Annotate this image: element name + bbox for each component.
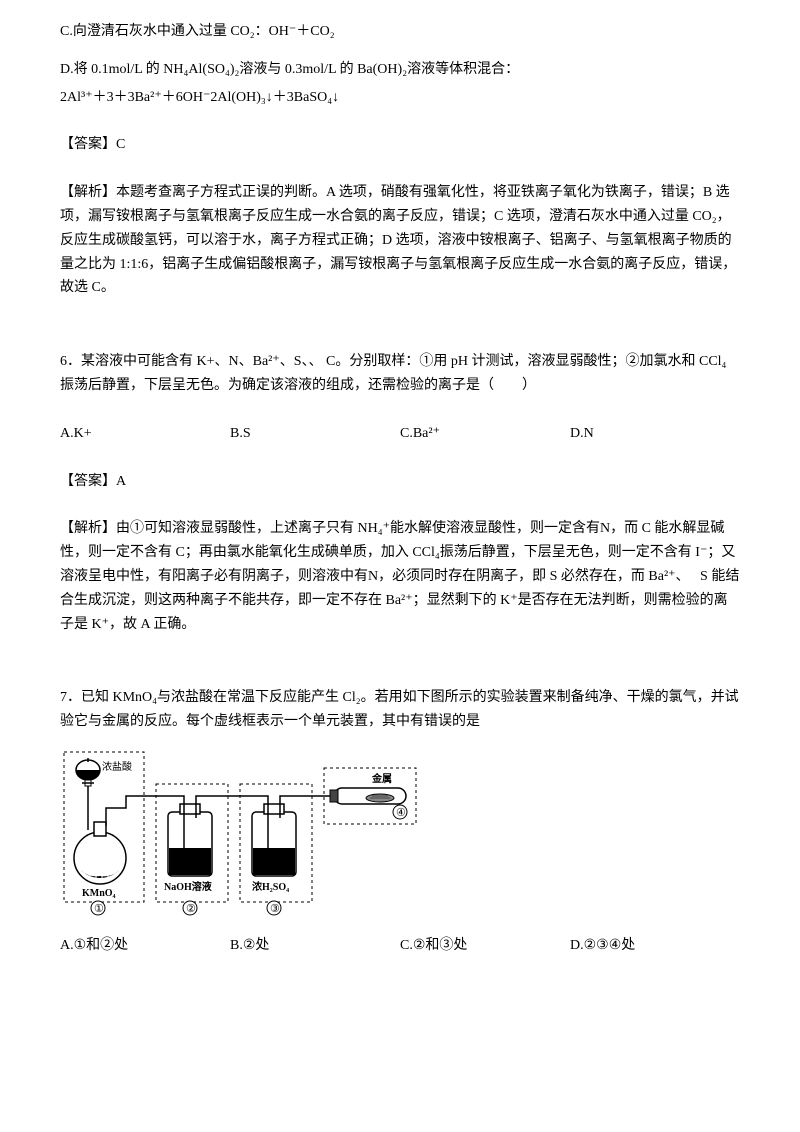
label-h2so4: 浓H₂SO₄: [252, 880, 289, 893]
num-3: ③: [270, 903, 280, 915]
q7-option-c: C.②和③处: [400, 934, 570, 958]
num-4: ④: [396, 807, 406, 819]
apparatus-3: [252, 796, 334, 876]
label-acid: 浓盐酸: [102, 760, 132, 773]
q6-option-b: B.S: [230, 422, 400, 446]
apparatus-2: [168, 796, 252, 876]
q7-option-d: D.②③④处: [570, 934, 740, 958]
apparatus-svg: 浓盐酸 KMnO₄ NaOH溶液 浓H₂SO₄: [60, 748, 420, 918]
q6-option-c: C.Ba²⁺: [400, 422, 570, 446]
q6-stem: 6．某溶液中可能含有 K+、N、Ba²⁺、S、、 C。分别取样：①用 pH 计测…: [60, 350, 740, 398]
num-1: ①: [94, 903, 104, 915]
q7-diagram: 浓盐酸 KMnO₄ NaOH溶液 浓H₂SO₄: [60, 748, 420, 918]
q6-option-a: A.K+: [60, 422, 230, 446]
q5-option-d-line2: 2Al³⁺＋3＋3Ba²⁺＋6OH⁻2Al(OH)₃↓＋3BaSO₄↓: [60, 86, 740, 110]
q7-stem: 7．已知 KMnO₄与浓盐酸在常温下反应能产生 Cl₂。若用如下图所示的实验装置…: [60, 686, 740, 734]
q5-answer: 【答案】C: [60, 133, 740, 157]
q5-option-c: C.向澄清石灰水中通入过量 CO₂：OH⁻＋CO₂: [60, 20, 740, 44]
q6-option-d: D.N: [570, 422, 740, 446]
label-naoh: NaOH溶液: [164, 880, 212, 893]
q7-options: A.①和②处 B.②处 C.②和③处 D.②③④处: [60, 934, 740, 958]
apparatus-4: [330, 788, 406, 804]
q5-option-d-line1: D.将 0.1mol/L 的 NH₄Al(SO₄)₂溶液与 0.3mol/L 的…: [60, 58, 740, 82]
label-kmno4: KMnO₄: [82, 888, 116, 899]
q6-answer: 【答案】A: [60, 470, 740, 494]
q6-explanation: 【解析】由①可知溶液显弱酸性，上述离子只有 NH₄⁺能水解使溶液显酸性，则一定含…: [60, 517, 740, 636]
q6-options: A.K+ B.S C.Ba²⁺ D.N: [60, 422, 740, 446]
apparatus-1: [74, 758, 168, 884]
q5-explanation: 【解析】本题考查离子方程式正误的判断。A 选项，硝酸有强氧化性，将亚铁离子氧化为…: [60, 181, 740, 300]
label-metal: 金属: [371, 772, 392, 785]
num-2: ②: [186, 903, 196, 915]
q7-option-a: A.①和②处: [60, 934, 230, 958]
q7-option-b: B.②处: [230, 934, 400, 958]
